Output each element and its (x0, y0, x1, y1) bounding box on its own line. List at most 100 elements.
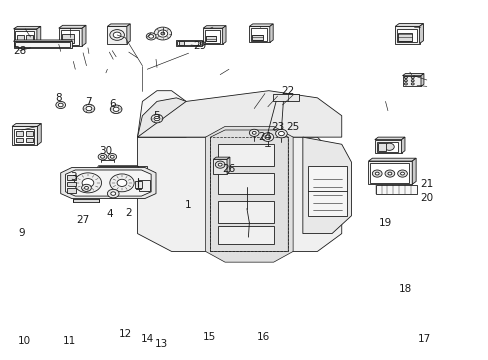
Polygon shape (37, 123, 41, 145)
Circle shape (154, 116, 160, 121)
Bar (370, 163, 408, 183)
Polygon shape (302, 137, 351, 234)
Circle shape (249, 129, 259, 136)
Circle shape (110, 30, 124, 40)
Bar (176, 40, 201, 46)
Bar (61, 30, 79, 45)
Bar (16, 131, 23, 136)
Polygon shape (137, 98, 186, 137)
Circle shape (410, 83, 413, 85)
Bar (26, 35, 32, 42)
Bar (272, 94, 299, 102)
Bar (203, 28, 222, 44)
Circle shape (117, 179, 126, 186)
Circle shape (110, 105, 122, 113)
Polygon shape (374, 137, 404, 140)
Circle shape (120, 173, 140, 187)
Circle shape (158, 30, 167, 37)
Text: 28: 28 (13, 46, 26, 56)
Text: 25: 25 (286, 122, 299, 132)
Circle shape (410, 76, 413, 78)
Bar (252, 35, 263, 40)
Circle shape (151, 114, 163, 123)
Circle shape (148, 35, 153, 38)
Circle shape (218, 163, 222, 166)
Circle shape (106, 176, 116, 184)
Bar (205, 36, 215, 41)
Polygon shape (222, 26, 225, 44)
Bar (26, 138, 32, 142)
Polygon shape (394, 23, 423, 26)
Polygon shape (14, 40, 72, 41)
Polygon shape (368, 158, 415, 161)
Bar (179, 41, 184, 45)
Polygon shape (82, 25, 86, 46)
Text: 14: 14 (141, 334, 154, 344)
Text: 10: 10 (18, 336, 31, 346)
Circle shape (74, 173, 102, 193)
Bar (368, 161, 411, 184)
Polygon shape (226, 157, 229, 174)
Text: 6: 6 (109, 99, 115, 109)
Circle shape (146, 33, 156, 40)
Bar (394, 26, 419, 44)
Circle shape (107, 189, 119, 198)
Circle shape (372, 170, 381, 177)
Bar (402, 76, 420, 86)
Polygon shape (61, 167, 156, 199)
Circle shape (113, 107, 119, 111)
Polygon shape (65, 170, 151, 196)
Circle shape (400, 172, 404, 175)
Circle shape (252, 131, 256, 134)
Circle shape (397, 170, 407, 177)
Text: 2: 2 (125, 208, 132, 218)
Bar (177, 41, 200, 45)
Circle shape (58, 103, 63, 107)
Bar (140, 182, 149, 187)
Polygon shape (401, 137, 404, 153)
Polygon shape (137, 91, 186, 137)
Bar (217, 144, 273, 166)
Bar (396, 28, 416, 42)
Bar (12, 126, 37, 145)
Text: 1: 1 (185, 200, 191, 210)
Circle shape (110, 156, 114, 158)
Text: 30: 30 (99, 147, 112, 157)
Text: 27: 27 (76, 215, 89, 225)
Circle shape (83, 104, 95, 113)
Bar (16, 31, 34, 45)
Bar (149, 184, 153, 187)
Polygon shape (126, 24, 130, 44)
Circle shape (101, 156, 104, 158)
Bar (204, 30, 219, 43)
Text: 12: 12 (119, 329, 132, 339)
Bar (397, 33, 411, 41)
Bar (307, 166, 346, 216)
Polygon shape (73, 199, 99, 202)
Bar (374, 140, 401, 153)
Circle shape (99, 171, 122, 189)
Polygon shape (420, 73, 423, 86)
Text: 23: 23 (270, 122, 284, 132)
Polygon shape (14, 26, 41, 29)
Text: 8: 8 (55, 93, 62, 103)
Bar (59, 28, 82, 46)
Circle shape (275, 129, 287, 138)
Circle shape (384, 170, 394, 177)
Text: 16: 16 (256, 332, 269, 342)
Bar (15, 42, 70, 47)
Circle shape (81, 184, 91, 192)
Bar (14, 129, 34, 144)
Circle shape (374, 172, 378, 175)
Circle shape (215, 161, 224, 168)
Circle shape (161, 32, 164, 35)
Polygon shape (89, 166, 147, 194)
Text: 4: 4 (106, 209, 112, 219)
Bar (249, 26, 269, 42)
Polygon shape (205, 126, 292, 262)
Text: 11: 11 (62, 336, 76, 346)
Circle shape (111, 192, 116, 195)
Bar (16, 138, 23, 142)
Polygon shape (419, 23, 423, 44)
Bar (67, 182, 76, 186)
